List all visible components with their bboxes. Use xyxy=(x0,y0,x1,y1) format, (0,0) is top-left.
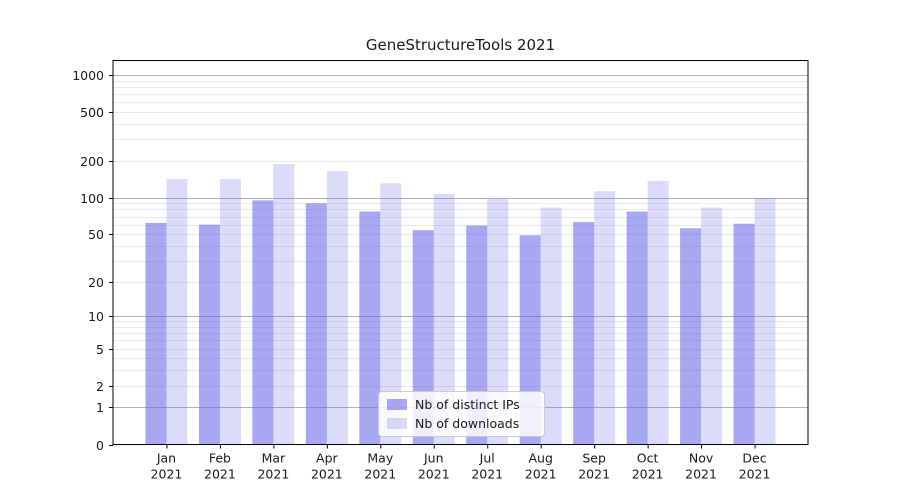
x-tick-label-aug: Aug xyxy=(528,451,552,466)
bar-nov-distinct-ips xyxy=(680,228,702,445)
y-tick-label-2: 2 xyxy=(96,379,104,394)
x-tick-year-dec: 2021 xyxy=(739,467,771,482)
y-tick-label-0: 0 xyxy=(96,438,104,453)
x-tick-year-jun: 2021 xyxy=(418,467,450,482)
x-tick-label-nov: Nov xyxy=(689,451,714,466)
chart-title: GeneStructureTools 2021 xyxy=(365,36,556,54)
legend: Nb of distinct IPs Nb of downloads xyxy=(378,391,545,437)
bar-dec-distinct-ips xyxy=(733,223,755,445)
y-tick-label-5: 5 xyxy=(96,342,104,357)
x-tick-label-mar: Mar xyxy=(262,451,286,466)
x-tick-label-sep: Sep xyxy=(582,451,606,466)
x-tick-label-may: May xyxy=(367,451,393,466)
y-tick-label-10: 10 xyxy=(88,309,104,324)
legend-item-distinct-ips: Nb of distinct IPs xyxy=(387,397,535,412)
bar-jun-distinct-ips xyxy=(412,230,434,445)
x-tick-year-nov: 2021 xyxy=(685,467,717,482)
x-tick-year-oct: 2021 xyxy=(632,467,664,482)
x-tick-label-jan: Jan xyxy=(156,451,176,466)
bar-oct-downloads xyxy=(647,180,669,445)
legend-swatch-distinct-ips-icon xyxy=(387,399,407,410)
x-tick-label-oct: Oct xyxy=(637,451,659,466)
bar-may-downloads xyxy=(380,183,402,445)
y-tick-label-500: 500 xyxy=(80,105,104,120)
bar-feb-downloads xyxy=(219,179,241,445)
x-tick-label-apr: Apr xyxy=(316,451,338,466)
bar-mar-downloads xyxy=(273,164,295,445)
y-tick-label-1: 1 xyxy=(96,400,104,415)
legend-item-downloads: Nb of downloads xyxy=(387,416,535,431)
y-tick-label-100: 100 xyxy=(80,191,104,206)
x-tick-year-may: 2021 xyxy=(364,467,396,482)
bar-dec-downloads xyxy=(754,198,776,445)
x-tick-year-sep: 2021 xyxy=(578,467,610,482)
x-tick-year-apr: 2021 xyxy=(311,467,343,482)
x-tick-year-mar: 2021 xyxy=(257,467,289,482)
legend-label-distinct-ips: Nb of distinct IPs xyxy=(415,397,520,412)
bar-mar-distinct-ips xyxy=(252,200,274,445)
bar-nov-downloads xyxy=(701,207,723,445)
x-tick-label-feb: Feb xyxy=(209,451,231,466)
bar-may-distinct-ips xyxy=(359,211,381,445)
bar-sep-distinct-ips xyxy=(573,222,595,445)
bar-oct-distinct-ips xyxy=(626,211,648,445)
bar-jul-distinct-ips xyxy=(466,225,488,445)
bar-apr-distinct-ips xyxy=(305,203,327,445)
x-tick-year-feb: 2021 xyxy=(204,467,236,482)
bar-jul-downloads xyxy=(487,198,509,445)
y-tick-label-50: 50 xyxy=(88,227,104,242)
x-tick-year-jul: 2021 xyxy=(471,467,503,482)
bar-jan-downloads xyxy=(166,179,188,445)
bar-aug-downloads xyxy=(540,207,562,445)
bar-feb-distinct-ips xyxy=(198,224,220,445)
x-tick-year-aug: 2021 xyxy=(525,467,557,482)
legend-swatch-downloads-icon xyxy=(387,418,407,429)
x-tick-year-jan: 2021 xyxy=(151,467,183,482)
x-tick-label-dec: Dec xyxy=(742,451,766,466)
x-tick-label-jun: Jun xyxy=(423,451,444,466)
x-tick-label-jul: Jul xyxy=(479,451,495,466)
bar-sep-downloads xyxy=(594,191,616,445)
bar-jun-downloads xyxy=(433,194,455,445)
legend-label-downloads: Nb of downloads xyxy=(415,416,520,431)
y-tick-label-1000: 1000 xyxy=(72,68,104,83)
y-tick-label-20: 20 xyxy=(88,275,104,290)
bar-jan-distinct-ips xyxy=(145,222,167,445)
y-tick-label-200: 200 xyxy=(80,154,104,169)
bar-apr-downloads xyxy=(326,171,348,445)
